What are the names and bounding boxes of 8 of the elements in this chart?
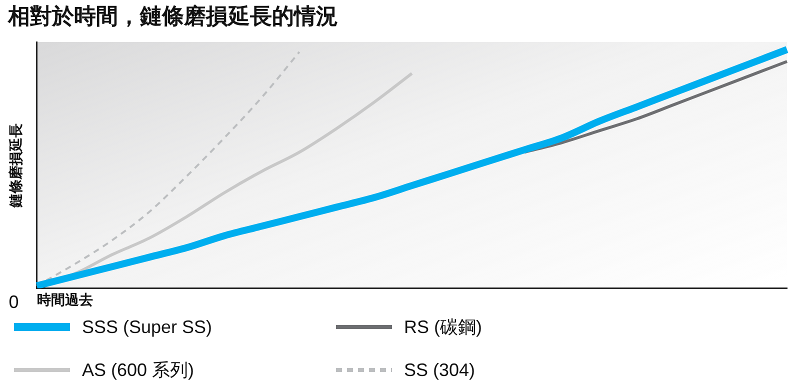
legend-label: SSS (Super SS): [82, 316, 212, 337]
text: 0: [8, 292, 19, 312]
x-axis-title: 時間過去: [36, 291, 93, 308]
legend-label: RS (碳鋼): [404, 316, 482, 337]
legend-label: SS (304): [404, 360, 476, 380]
chart-title: 相對於時間，鏈條磨損延長的情況: [7, 3, 338, 28]
legend-label: AS (600 系列): [82, 360, 194, 380]
y-axis-title: 鏈條磨損延長: [7, 123, 24, 208]
